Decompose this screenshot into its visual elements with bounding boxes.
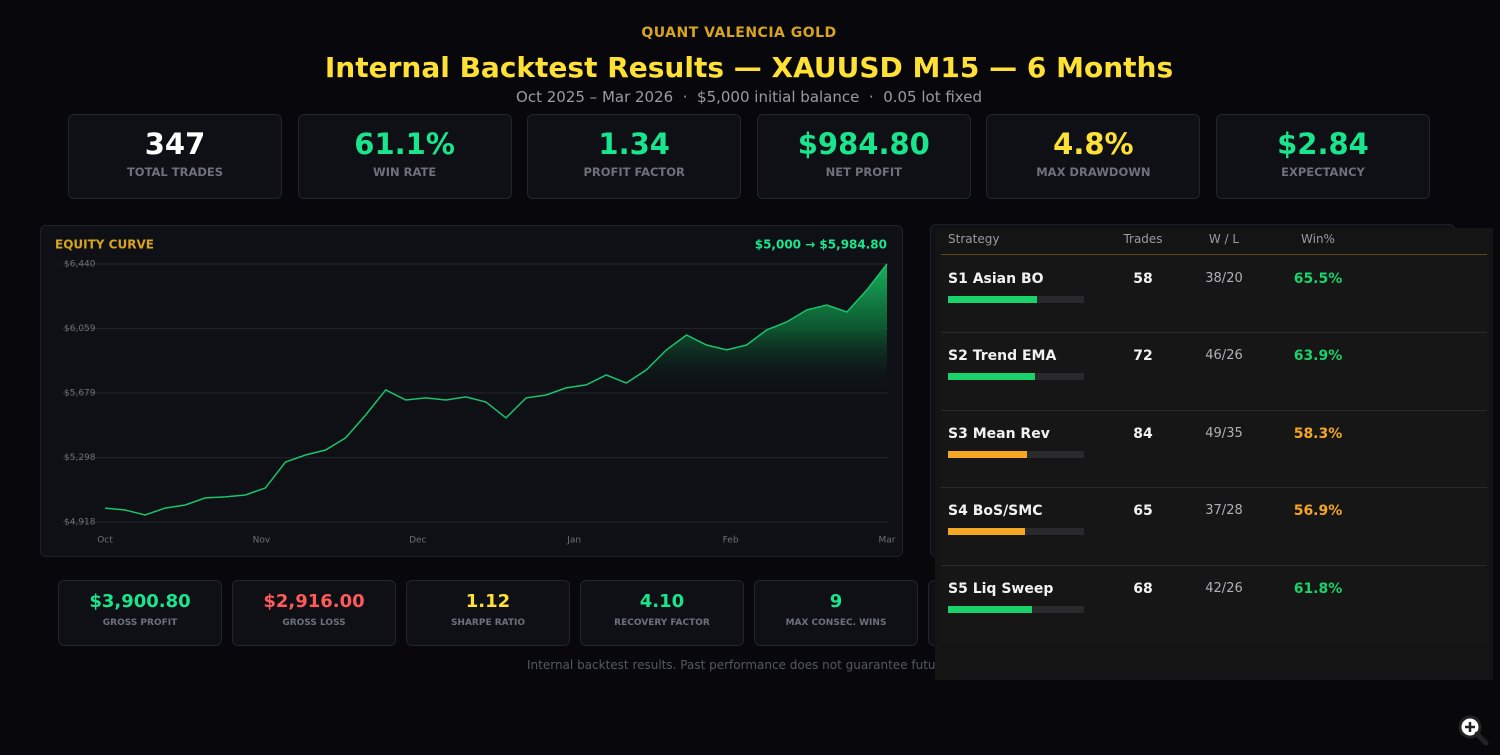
trades: 72 [1133, 348, 1153, 365]
row-rule [941, 332, 1487, 334]
trades: 84 [1133, 425, 1153, 442]
stat-value: 4.10 [639, 591, 685, 612]
equity-chart: EQUITY CURVE $5,000 → $5,984.80 $4,918 $5… [55, 238, 896, 546]
stat-label: GROSS LOSS [282, 618, 346, 628]
win-bar-track [948, 528, 1084, 536]
disclaimer: Internal backtest results. Past performa… [527, 658, 964, 672]
kpi-label: NET PROFIT [825, 165, 902, 179]
kpi-card: $2.84 EXPECTANCY [1216, 114, 1430, 199]
stat-card: 9 MAX CONSEC. WINS [754, 580, 918, 646]
win-bar [948, 528, 1026, 536]
win-loss: 42/26 [1205, 580, 1243, 596]
x-tick-label: Dec [409, 536, 426, 546]
win-loss: 46/26 [1205, 348, 1243, 364]
kpi-label: MAX DRAWDOWN [1036, 165, 1151, 179]
strategy-name: S3 Mean Rev [948, 425, 1050, 442]
header-rule [941, 254, 1487, 255]
chart-title: EQUITY CURVE [55, 238, 154, 252]
row-rule [941, 409, 1487, 411]
x-tick-label: Mar [879, 536, 896, 546]
win-rate: 63.9% [1293, 348, 1343, 365]
stat-value: $2,916.00 [263, 591, 365, 612]
trades: 68 [1133, 580, 1153, 597]
equity-line [104, 263, 888, 516]
trades: 58 [1133, 271, 1153, 287]
strategy-name: S4 BoS/SMC [948, 503, 1043, 520]
kpi-value: 347 [144, 127, 206, 161]
win-rate: 56.9% [1293, 503, 1343, 520]
row-rule [941, 487, 1487, 489]
win-bar [948, 296, 1038, 303]
x-tick-label: Feb [723, 536, 739, 546]
kpi-value: 1.34 [598, 127, 670, 161]
chart-annotation: $5,000 → $5,984.80 [755, 238, 887, 252]
kpi-value: $2.84 [1277, 127, 1369, 161]
strategy-name: S2 Trend EMA [948, 348, 1057, 365]
page-title: Internal Backtest Results — XAUUSD M15 —… [324, 51, 1174, 84]
kpi-label: EXPECTANCY [1281, 165, 1365, 179]
kpi-card: 1.34 PROFIT FACTOR [527, 114, 742, 199]
table-row [941, 487, 1487, 565]
zoom-icon[interactable] [1455, 712, 1491, 748]
kpi-label: WIN RATE [373, 165, 437, 179]
kpi-card: 61.1% WIN RATE [297, 114, 512, 199]
subtitle: Oct 2025 – Mar 2026 · $5,000 initial bal… [516, 88, 982, 106]
table-row [941, 409, 1487, 487]
win-bar-track [948, 605, 1084, 613]
stat-label: GROSS PROFIT [102, 618, 178, 628]
kpi-label: TOTAL TRADES [126, 165, 224, 179]
stat-label: MAX CONSEC. WINS [785, 618, 887, 628]
table-header: Trades [1123, 232, 1163, 246]
stat-label: SHARPE RATIO [450, 618, 526, 628]
win-loss: 38/20 [1205, 271, 1243, 286]
win-loss: 37/28 [1205, 503, 1243, 519]
x-tick-label: Jan [566, 536, 581, 546]
strategy-table: Strategy Trades W / L Win% S1 Asian BO 58 38/2… [935, 228, 1493, 680]
win-bar-track [948, 373, 1084, 381]
win-bar [948, 450, 1028, 458]
y-tick-label: $6,440 [64, 260, 96, 270]
win-rate: 61.8% [1293, 580, 1343, 597]
strategy-name: S1 Asian BO [948, 271, 1044, 287]
row-rule [941, 564, 1487, 566]
stat-card: 1.12 SHARPE RATIO [406, 580, 570, 646]
y-tick-label: $4,918 [64, 518, 96, 528]
table-header: W / L [1208, 232, 1240, 246]
win-rate: 58.3% [1293, 425, 1343, 442]
stat-card: 4.10 RECOVERY FACTOR [580, 580, 744, 646]
brand: QUANT VALENCIA GOLD [641, 25, 837, 41]
win-bar-track [948, 296, 1084, 303]
table-row [941, 564, 1487, 642]
kpi-value: 61.1% [354, 127, 455, 161]
stat-label: RECOVERY FACTOR [614, 618, 710, 628]
kpi-card: 347 TOTAL TRADES [68, 114, 282, 199]
stat-card: $3,900.80 GROSS PROFIT [58, 580, 222, 646]
kpi-value: $984.80 [797, 127, 930, 161]
x-tick-label: Nov [253, 536, 271, 546]
table-header: Win% [1301, 232, 1335, 246]
table-header: Strategy [948, 232, 1000, 246]
kpi-value: 4.8% [1053, 127, 1134, 161]
win-rate: 65.5% [1293, 271, 1343, 287]
trades: 65 [1133, 503, 1153, 520]
table-row [941, 255, 1487, 332]
win-bar [948, 605, 1033, 613]
stat-value: 1.12 [465, 591, 511, 612]
win-bar [948, 373, 1035, 381]
y-tick-label: $6,059 [64, 324, 96, 334]
stat-value: $3,900.80 [89, 591, 191, 612]
y-tick-label: $5,679 [64, 389, 96, 399]
win-loss: 49/35 [1205, 425, 1243, 441]
kpi-card: 4.8% MAX DRAWDOWN [986, 114, 1201, 199]
x-tick-label: Oct [97, 536, 113, 546]
strategy-name: S5 Liq Sweep [948, 580, 1054, 597]
y-tick-label: $5,298 [64, 453, 96, 463]
stat-value: 9 [829, 591, 843, 612]
table-row [941, 332, 1487, 410]
win-bar-track [948, 450, 1084, 458]
kpi-card: $984.80 NET PROFIT [756, 114, 971, 199]
stat-card: $2,916.00 GROSS LOSS [232, 580, 396, 646]
kpi-label: PROFIT FACTOR [583, 165, 685, 179]
